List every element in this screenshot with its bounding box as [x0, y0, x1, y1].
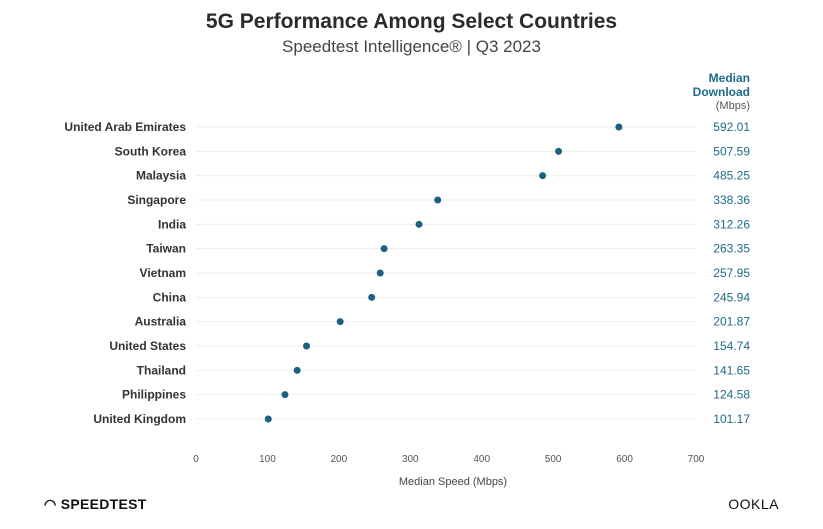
header-line1: Median [708, 71, 750, 85]
ookla-logo: OOKLA [728, 496, 779, 512]
data-point [555, 147, 563, 155]
x-axis-label: Median Speed (Mbps) [399, 476, 507, 488]
category-label: Philippines [122, 388, 186, 402]
category-label: Singapore [127, 193, 186, 207]
data-point [264, 415, 272, 423]
x-tick-label: 700 [688, 454, 705, 465]
value-label: 507.59 [713, 144, 750, 158]
x-tick-label: 200 [331, 454, 348, 465]
speedtest-logo: ◠ SPEEDTEST [44, 496, 147, 512]
data-point [281, 391, 289, 399]
value-label: 592.01 [713, 120, 750, 134]
value-label: 124.58 [713, 388, 750, 402]
category-label: South Korea [115, 144, 187, 158]
category-label: Taiwan [146, 242, 186, 256]
x-tick-label: 400 [473, 454, 490, 465]
category-label: Thailand [137, 363, 186, 377]
value-label: 485.25 [713, 169, 750, 183]
data-point [415, 220, 423, 228]
data-point [539, 172, 547, 180]
category-label: India [158, 217, 186, 231]
header-line2: Download [692, 85, 750, 99]
x-tick-label: 500 [545, 454, 562, 465]
x-tick-label: 600 [616, 454, 633, 465]
value-label: 338.36 [713, 193, 750, 207]
x-tick-label: 0 [193, 454, 199, 465]
value-label: 201.87 [713, 315, 750, 329]
category-label: Australia [135, 315, 187, 329]
category-label: United States [109, 339, 186, 353]
value-label: 312.26 [713, 217, 750, 231]
data-point [615, 123, 623, 131]
value-column-header: Median Download (Mbps) [693, 71, 750, 113]
category-label: United Kingdom [93, 412, 186, 426]
data-point [434, 196, 442, 204]
chart-subtitle: Speedtest Intelligence® | Q3 2023 [282, 37, 541, 56]
data-point [336, 318, 344, 326]
data-point [293, 366, 301, 374]
value-label: 141.65 [713, 363, 750, 377]
data-point [368, 293, 376, 301]
x-tick-label: 300 [402, 454, 419, 465]
category-label: United Arab Emirates [64, 120, 186, 134]
speedtest-logo-text: SPEEDTEST [60, 496, 147, 512]
value-label: 257.95 [713, 266, 750, 280]
category-label: Vietnam [140, 266, 186, 280]
value-label: 245.94 [713, 290, 750, 304]
value-label: 154.74 [713, 339, 750, 353]
value-label: 101.17 [713, 412, 750, 426]
x-tick-label: 100 [259, 454, 276, 465]
chart-title: 5G Performance Among Select Countries [205, 10, 618, 33]
data-point [376, 269, 384, 277]
header-unit: (Mbps) [715, 100, 750, 112]
data-point [303, 342, 311, 350]
category-label: China [153, 290, 187, 304]
category-label: Malaysia [136, 169, 186, 183]
data-point [380, 245, 388, 253]
value-label: 263.35 [713, 242, 750, 256]
